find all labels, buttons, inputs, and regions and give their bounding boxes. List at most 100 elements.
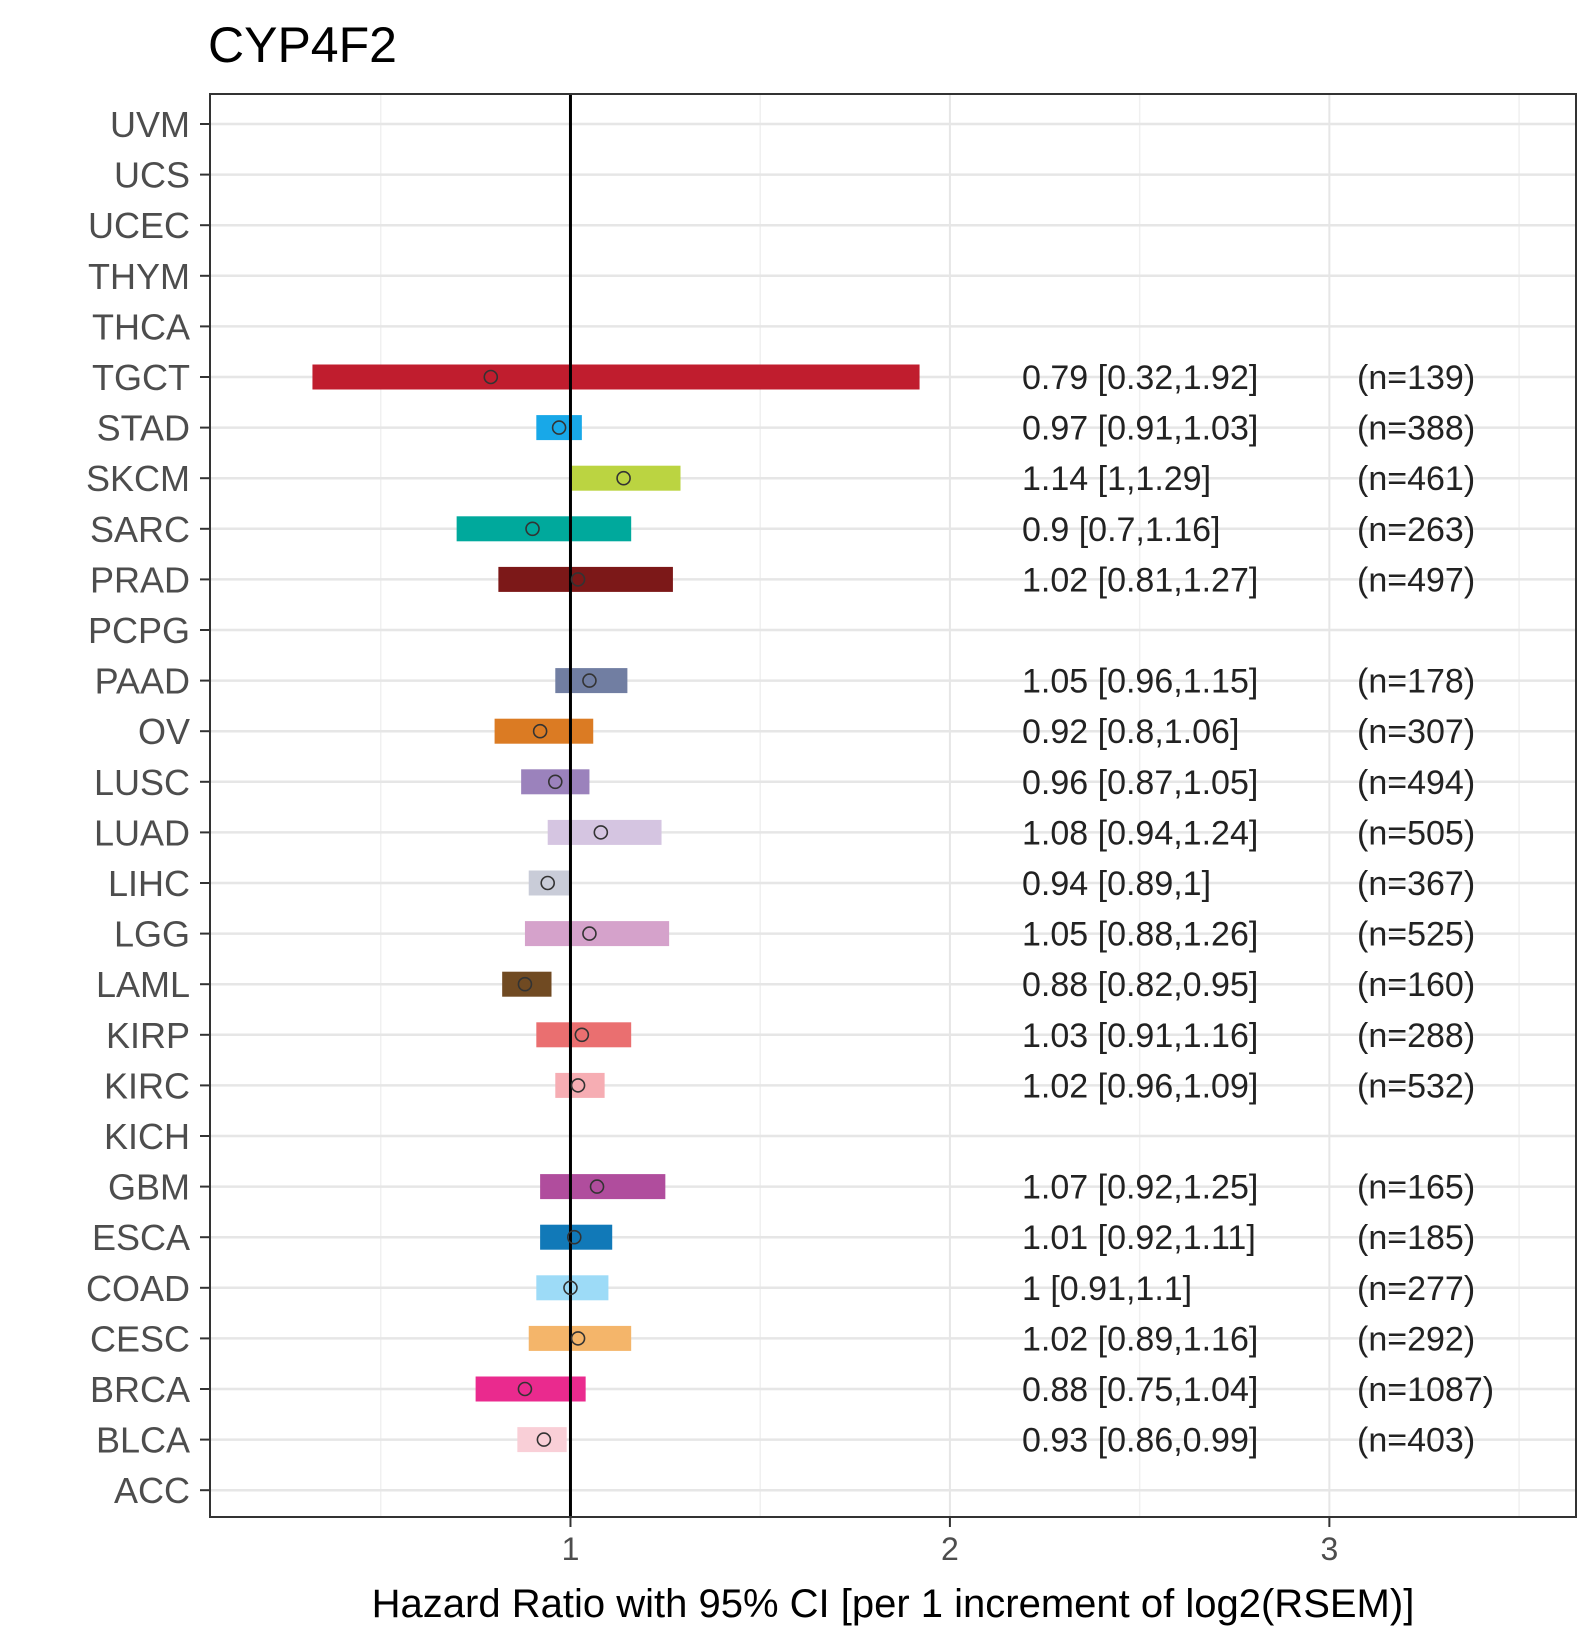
sample-size-label: (n=292) [1357,1320,1475,1358]
sample-size-label: (n=461) [1357,460,1475,498]
ci-bar [502,971,552,997]
x-tick-label: 3 [1320,1531,1338,1567]
ci-bar [312,364,920,390]
sample-size-label: (n=165) [1357,1169,1475,1207]
ci-bar [570,465,681,491]
hr-ci-label: 1.08 [0.94,1.24] [1022,814,1258,852]
hr-point [566,1229,582,1245]
y-tick-label: LIHC [108,863,190,904]
hr-point [551,420,567,435]
sample-size-label: (n=403) [1357,1422,1475,1460]
ci-bar [528,870,571,896]
ci-bar [456,516,632,542]
hr-ci-label: 0.93 [0.86,0.99] [1022,1422,1258,1460]
ci-bar [555,668,628,694]
sample-size-label: (n=185) [1357,1219,1475,1257]
hr-ci-label: 1.07 [0.92,1.25] [1022,1169,1258,1207]
ci-bar [536,1275,609,1301]
x-axis: 1 2 3 [562,1517,1338,1567]
y-tick-label: ACC [114,1470,190,1511]
y-tick-label: BRCA [90,1369,190,1410]
ci-bar [540,1224,613,1250]
y-tick-label: KIRP [106,1015,190,1056]
ci-bar [540,1174,666,1200]
ci-bar [528,1325,632,1351]
y-tick-label: ESCA [92,1217,190,1258]
ci-bar [498,566,673,592]
y-tick-label: SKCM [86,458,190,499]
sample-size-label: (n=494) [1357,764,1475,802]
y-tick-label: UCS [114,155,190,196]
sample-size-label: (n=388) [1357,410,1475,448]
ci-bar [547,819,662,845]
hr-ci-label: 1.14 [1,1.29] [1022,460,1211,498]
hr-ci-label: 0.97 [0.91,1.03] [1022,410,1258,448]
hr-ci-label: 1.02 [0.96,1.09] [1022,1067,1258,1105]
ci-bar [524,921,670,947]
hr-point [563,1280,578,1296]
y-tick-label: SARC [90,509,190,550]
y-tick-label: THYM [88,256,190,297]
y-tick-label: COAD [86,1268,190,1309]
x-axis-title: Hazard Ratio with 95% CI [per 1 incremen… [371,1582,1415,1626]
sample-size-label: (n=263) [1357,511,1475,549]
ci-bar [536,415,582,441]
hr-ci-label: 1 [0.91,1.1] [1022,1270,1192,1308]
hr-point [593,825,609,840]
sample-size-label: (n=525) [1357,916,1475,954]
hr-point [525,521,540,537]
y-tick-label: PAAD [95,661,190,702]
y-tick-label: KICH [104,1116,190,1157]
hr-point [517,1381,533,1397]
hr-point [582,673,597,688]
ci-bar [555,1072,605,1098]
hr-ci-label: 1.02 [0.89,1.16] [1022,1320,1258,1358]
hr-point [616,470,631,486]
hr-ci-label: 1.03 [0.91,1.16] [1022,1017,1258,1055]
y-axis: UVM UCS UCEC THYM THCA TGCT STAD SKCM SARC PRAD PC… [86,104,210,1511]
ci-bar [517,1427,567,1453]
y-tick-label: UVM [110,104,190,145]
y-tick-label: OV [138,711,190,752]
ci-bar [475,1376,586,1402]
hr-point [483,369,499,385]
grid-lines [210,94,1576,1517]
y-tick-label: LAML [96,964,190,1005]
sample-size-label: (n=1087) [1357,1371,1494,1409]
sample-size-label: (n=307) [1357,713,1475,751]
hr-point [582,926,597,941]
y-tick-label: STAD [97,408,190,449]
y-tick-label: BLCA [96,1420,190,1461]
hr-ci-label: 0.88 [0.75,1.04] [1022,1371,1258,1409]
sample-size-label: (n=532) [1357,1067,1475,1105]
y-tick-label: GBM [108,1167,190,1208]
hr-ci-label: 0.9 [0.7,1.16] [1022,511,1221,549]
y-tick-label: THCA [92,306,190,347]
hr-points [483,369,631,1447]
sample-size-label: (n=277) [1357,1270,1475,1308]
x-tick-label: 2 [941,1531,959,1567]
y-tick-label: LGG [114,914,190,955]
hr-point [517,976,533,992]
sample-size-label: (n=505) [1357,814,1475,852]
hr-labels: 0.79 [0.32,1.92] (n=139) 0.97 [0.91,1.03] (… [1022,359,1494,1460]
hr-ci-label: 0.92 [0.8,1.06] [1022,713,1239,751]
sample-size-label: (n=367) [1357,865,1475,903]
hr-ci-label: 1.02 [0.81,1.27] [1022,561,1258,599]
y-tick-label: PCPG [88,610,190,651]
sample-size-label: (n=288) [1357,1017,1475,1055]
hr-ci-label: 0.79 [0.32,1.92] [1022,359,1258,397]
hr-point [547,774,563,790]
hr-ci-label: 1.05 [0.88,1.26] [1022,916,1258,954]
ci-bar [536,1022,632,1048]
ci-bar [521,769,590,795]
hr-ci-label: 0.96 [0.87,1.05] [1022,764,1258,802]
x-tick-label: 1 [562,1531,580,1567]
hr-ci-label: 1.05 [0.96,1.15] [1022,663,1258,701]
y-tick-label: KIRC [104,1065,190,1106]
chart-title: CYP4F2 [208,17,397,73]
hr-point [574,1027,590,1043]
ci-bar [494,718,594,744]
y-tick-label: UCEC [88,205,190,246]
